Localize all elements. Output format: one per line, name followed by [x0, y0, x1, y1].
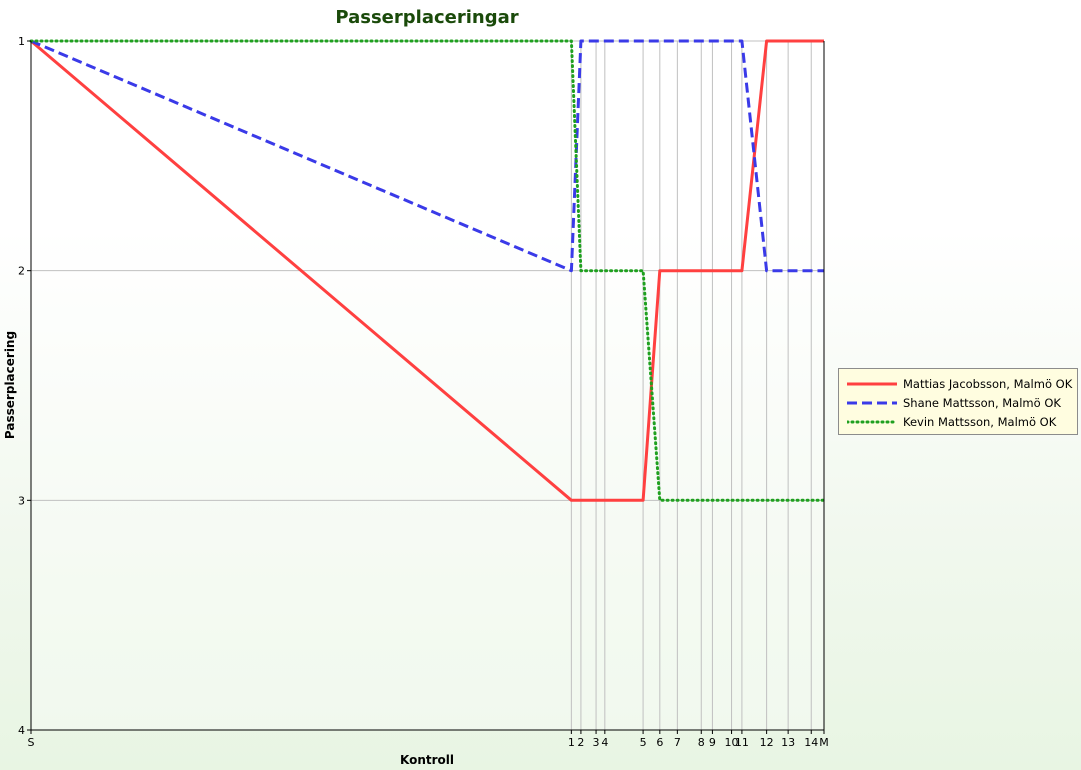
- legend-swatch-blue: [847, 401, 897, 405]
- x-tick-label: 11: [735, 736, 749, 749]
- plot-area: [31, 41, 824, 730]
- chart-title: Passerplaceringar: [335, 7, 518, 28]
- x-tick-label: 14: [804, 736, 818, 749]
- x-tick-label: 2: [577, 736, 584, 749]
- series-line: [30, 39, 824, 502]
- x-tick-label: 8: [698, 736, 705, 749]
- y-tick-label: 1: [18, 35, 25, 48]
- series-line: [29, 39, 826, 502]
- y-axis-label: Passerplacering: [3, 331, 17, 439]
- legend-label: Shane Mattsson, Malmö OK: [903, 396, 1061, 410]
- y-tick-label: 2: [18, 265, 25, 278]
- x-tick-label: 4: [601, 736, 608, 749]
- y-tick-label: 4: [18, 724, 25, 737]
- x-tick-label: 3: [593, 736, 600, 749]
- series-lines: [29, 39, 826, 502]
- x-tick-label: 1: [568, 736, 575, 749]
- x-tick-label: M: [819, 736, 829, 749]
- legend-item: Kevin Mattsson, Malmö OK: [847, 413, 1056, 431]
- x-tick-label: 7: [674, 736, 681, 749]
- legend-label: Mattias Jacobsson, Malmö OK: [903, 377, 1073, 391]
- series-line: [30, 39, 824, 273]
- x-tick-label: 5: [640, 736, 647, 749]
- legend-item: Shane Mattsson, Malmö OK: [847, 394, 1061, 412]
- x-tick-label: 6: [656, 736, 663, 749]
- x-tick-label: 10: [725, 736, 739, 749]
- legend-swatch-green: [847, 420, 897, 424]
- legend: Mattias Jacobsson, Malmö OK Shane Mattss…: [838, 368, 1078, 435]
- legend-swatch-red: [847, 382, 897, 386]
- x-axis-label: Kontroll: [400, 753, 454, 767]
- legend-label: Kevin Mattsson, Malmö OK: [903, 415, 1057, 429]
- legend-item: Mattias Jacobsson, Malmö OK: [847, 375, 1072, 393]
- x-tick-label: 9: [709, 736, 716, 749]
- y-tick-label: 3: [18, 494, 25, 507]
- grid: [31, 40, 824, 730]
- x-tick-label: 13: [781, 736, 795, 749]
- x-tick-label: S: [28, 736, 35, 749]
- x-tick-label: 12: [760, 736, 774, 749]
